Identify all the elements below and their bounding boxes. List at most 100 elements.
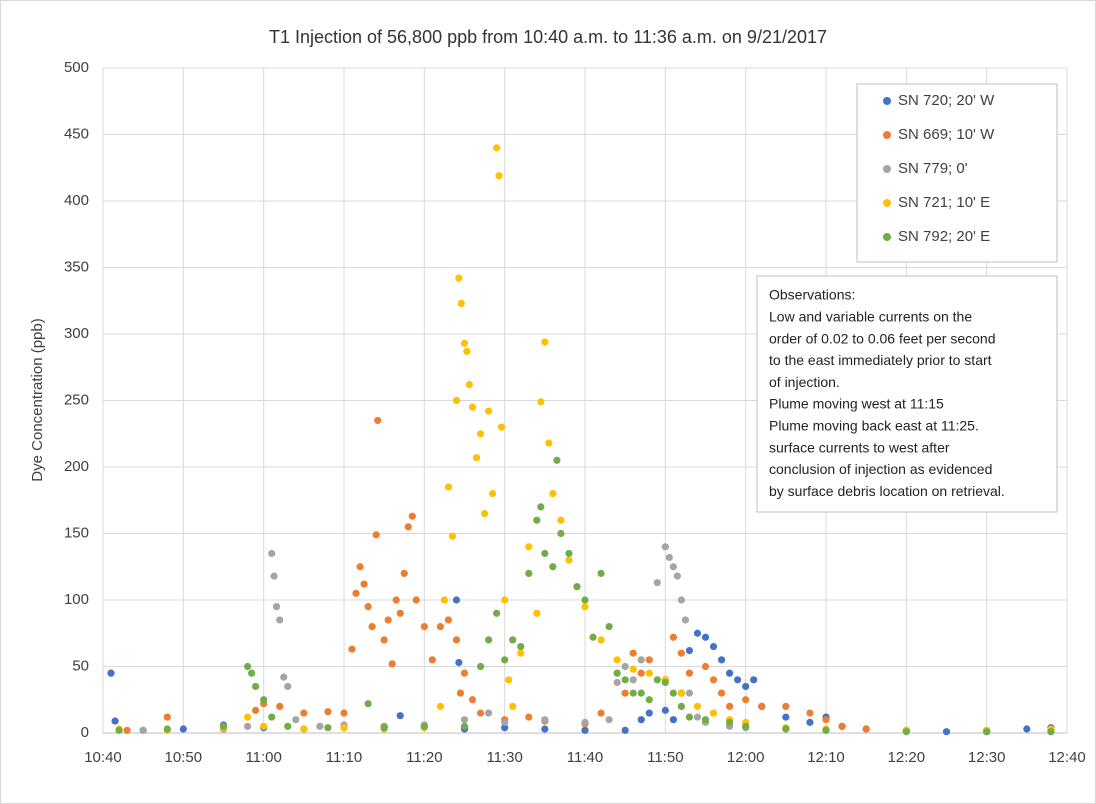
point xyxy=(252,706,260,714)
point xyxy=(436,702,444,711)
point xyxy=(581,718,589,726)
annotation-line: Low and variable currents on the xyxy=(769,309,972,325)
point xyxy=(444,483,453,491)
point xyxy=(573,583,581,591)
point xyxy=(340,709,348,717)
point xyxy=(549,490,557,498)
point xyxy=(782,702,790,711)
point xyxy=(742,722,750,730)
point xyxy=(420,623,428,631)
point xyxy=(613,669,621,677)
legend-label: SN 669; 10' W xyxy=(898,126,995,143)
point xyxy=(677,689,686,697)
point xyxy=(742,696,750,704)
annotation-line: to the east immediately prior to start xyxy=(769,352,992,368)
annotation-line: Plume moving west at 11:15 xyxy=(769,396,944,412)
y-tick-label: 350 xyxy=(64,258,89,275)
point xyxy=(460,669,469,677)
point xyxy=(681,616,690,624)
y-tick-label: 0 xyxy=(81,724,89,741)
point xyxy=(163,713,171,721)
point xyxy=(605,623,613,631)
point xyxy=(637,669,645,677)
annotation-line: Observations: xyxy=(769,287,855,303)
point xyxy=(485,407,493,415)
point xyxy=(517,649,525,657)
point xyxy=(244,713,252,721)
point xyxy=(709,642,718,651)
point xyxy=(645,656,653,664)
point xyxy=(388,660,396,668)
y-tick-label: 150 xyxy=(64,524,89,541)
annotation-line: Plume moving back east at 11:25. xyxy=(769,418,979,434)
x-tick-label: 10:40 xyxy=(84,749,122,766)
point xyxy=(782,713,790,721)
point xyxy=(629,676,637,684)
point xyxy=(677,649,686,657)
point xyxy=(629,689,637,697)
point xyxy=(364,603,372,611)
point xyxy=(822,726,830,734)
point xyxy=(726,702,734,711)
point xyxy=(324,724,332,732)
point xyxy=(525,569,533,578)
annotation-line: by surface debris location on retrieval. xyxy=(769,483,1005,499)
point xyxy=(497,423,506,431)
point xyxy=(734,676,742,684)
x-tick-label: 12:00 xyxy=(727,749,765,766)
point xyxy=(669,716,677,724)
point xyxy=(444,616,453,624)
y-axis-label: Dye Concentration (ppb) xyxy=(29,318,46,481)
point xyxy=(581,603,589,611)
point xyxy=(495,172,503,180)
point xyxy=(408,512,416,520)
point xyxy=(284,722,292,730)
x-tick-label: 11:20 xyxy=(406,749,442,766)
point xyxy=(806,718,814,726)
point xyxy=(557,529,565,538)
point xyxy=(665,553,673,562)
point xyxy=(581,596,589,604)
point xyxy=(452,636,461,644)
point xyxy=(726,718,734,726)
point xyxy=(701,716,710,724)
point xyxy=(179,725,187,733)
point xyxy=(463,347,471,355)
point xyxy=(541,716,549,724)
point xyxy=(983,728,991,736)
point xyxy=(456,689,465,697)
point xyxy=(629,649,637,657)
point xyxy=(637,716,645,724)
point xyxy=(685,646,694,655)
point xyxy=(501,656,509,664)
point xyxy=(300,709,308,717)
point xyxy=(248,669,256,677)
point xyxy=(669,633,677,641)
legend-label: SN 792; 20' E xyxy=(898,228,990,245)
point xyxy=(468,403,477,411)
y-tick-label: 450 xyxy=(64,125,89,142)
y-tick-label: 200 xyxy=(64,458,89,475)
point xyxy=(501,724,509,732)
series xyxy=(115,456,1055,736)
point xyxy=(460,339,469,347)
point xyxy=(501,596,509,604)
point xyxy=(360,580,368,588)
point xyxy=(589,633,597,641)
point xyxy=(629,665,637,673)
point xyxy=(621,726,629,734)
y-tick-label: 250 xyxy=(64,391,89,408)
point xyxy=(545,439,553,447)
point xyxy=(139,726,147,734)
x-tick-label: 12:10 xyxy=(807,749,845,766)
legend-box xyxy=(856,83,1058,263)
point xyxy=(272,603,281,611)
series xyxy=(123,416,1055,736)
point xyxy=(525,543,533,551)
point xyxy=(280,673,288,681)
point xyxy=(597,636,605,644)
point xyxy=(693,629,702,637)
point xyxy=(107,669,115,677)
